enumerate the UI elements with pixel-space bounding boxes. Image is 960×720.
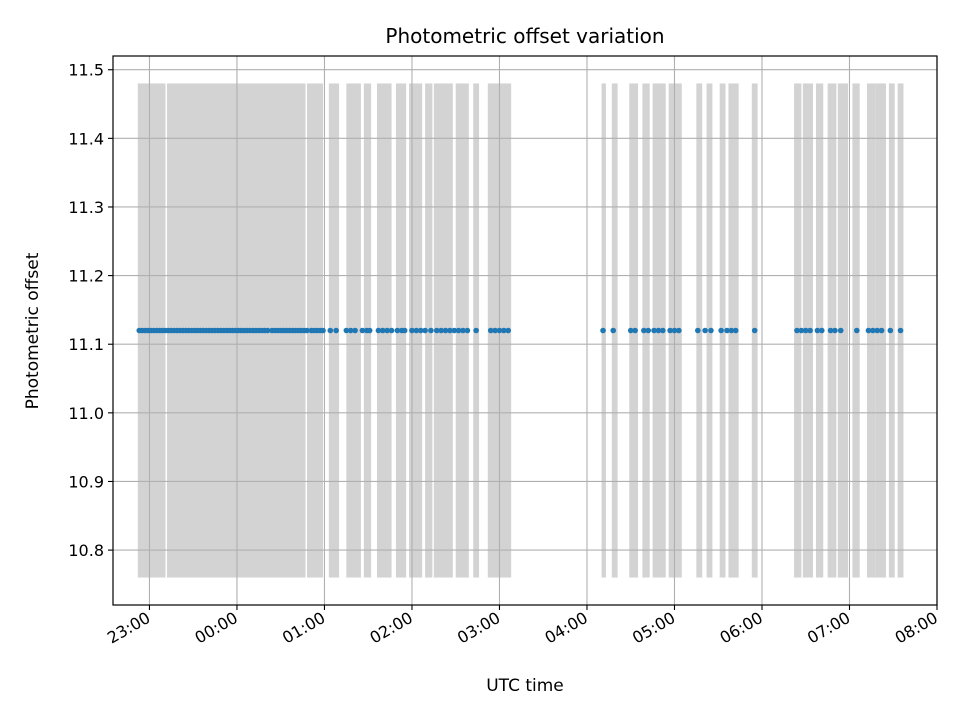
data-point bbox=[660, 327, 666, 334]
data-point bbox=[401, 327, 408, 334]
data-point bbox=[728, 327, 735, 334]
data-point bbox=[865, 327, 872, 334]
data-point bbox=[320, 327, 326, 334]
data-point bbox=[751, 327, 758, 334]
data-point bbox=[451, 327, 458, 334]
data-point bbox=[487, 327, 494, 334]
data-point bbox=[870, 327, 876, 334]
data-point bbox=[878, 327, 885, 334]
data-point bbox=[501, 327, 507, 334]
data-point bbox=[655, 327, 662, 334]
data-point bbox=[505, 327, 512, 334]
data-point bbox=[327, 327, 334, 334]
data-point bbox=[447, 327, 453, 334]
y-tick-label: 11.4 bbox=[68, 129, 104, 148]
data-point bbox=[343, 327, 350, 334]
data-point bbox=[496, 327, 503, 334]
data-point bbox=[473, 327, 479, 334]
data-point bbox=[853, 327, 860, 334]
data-point bbox=[676, 327, 682, 334]
data-point bbox=[837, 327, 844, 334]
data-point bbox=[632, 327, 638, 334]
data-point bbox=[667, 327, 673, 334]
data-point bbox=[352, 327, 358, 334]
data-point bbox=[610, 327, 617, 334]
data-point bbox=[464, 327, 471, 334]
y-axis-ticks: 10.8 10.9 11.0 11.1 11.2 11.3 11.4 11.5 bbox=[68, 61, 113, 560]
y-tick-label: 10.8 bbox=[68, 541, 104, 560]
plot-frame bbox=[112, 55, 938, 606]
data-point bbox=[388, 327, 395, 334]
data-point bbox=[366, 327, 373, 334]
y-axis-label: Photometric offset bbox=[23, 252, 43, 409]
data-point bbox=[702, 327, 708, 334]
y-tick-label: 11.2 bbox=[68, 267, 104, 286]
data-point bbox=[724, 327, 730, 334]
data-point bbox=[333, 327, 339, 334]
data-point bbox=[718, 327, 724, 334]
chart-title: Photometric offset variation bbox=[385, 24, 664, 48]
data-point bbox=[375, 327, 382, 334]
data-point bbox=[802, 327, 809, 334]
data-point bbox=[264, 327, 271, 334]
data-point bbox=[807, 327, 813, 334]
data-point bbox=[627, 327, 634, 334]
data-point bbox=[428, 327, 434, 334]
data-point bbox=[460, 327, 466, 334]
data-point bbox=[600, 327, 606, 334]
data-point bbox=[304, 327, 310, 334]
data-point bbox=[417, 327, 424, 334]
data-point bbox=[384, 327, 390, 334]
data-point bbox=[798, 327, 805, 334]
data-point bbox=[380, 327, 386, 334]
data-point bbox=[887, 327, 894, 334]
data-point bbox=[641, 327, 647, 334]
data-point bbox=[695, 327, 701, 334]
data-point bbox=[492, 327, 498, 334]
data-point bbox=[671, 327, 678, 334]
data-point bbox=[827, 327, 834, 334]
data-point bbox=[455, 327, 462, 334]
y-tick-label: 10.9 bbox=[68, 472, 104, 491]
x-axis-label: UTC time bbox=[486, 676, 564, 696]
points-layer bbox=[136, 327, 904, 334]
data-point bbox=[442, 327, 449, 334]
data-point bbox=[645, 327, 652, 334]
data-point bbox=[359, 327, 366, 334]
data-point bbox=[438, 327, 444, 334]
data-point bbox=[433, 327, 440, 334]
data-point bbox=[874, 327, 881, 334]
data-point bbox=[651, 327, 657, 334]
data-point bbox=[422, 327, 428, 334]
y-tick-label: 11.3 bbox=[68, 198, 104, 217]
y-tick-label: 11.5 bbox=[68, 61, 104, 80]
data-point bbox=[832, 327, 838, 334]
data-point bbox=[413, 327, 420, 334]
data-point bbox=[818, 327, 825, 334]
data-point bbox=[794, 327, 800, 334]
data-point bbox=[814, 327, 821, 334]
data-point bbox=[394, 327, 401, 334]
data-point bbox=[732, 327, 739, 334]
y-tick-label: 11.1 bbox=[68, 335, 104, 354]
data-point bbox=[708, 327, 714, 334]
data-point bbox=[409, 327, 415, 334]
data-point bbox=[347, 327, 354, 334]
data-point bbox=[897, 327, 904, 334]
y-tick-label: 11.0 bbox=[68, 404, 104, 423]
